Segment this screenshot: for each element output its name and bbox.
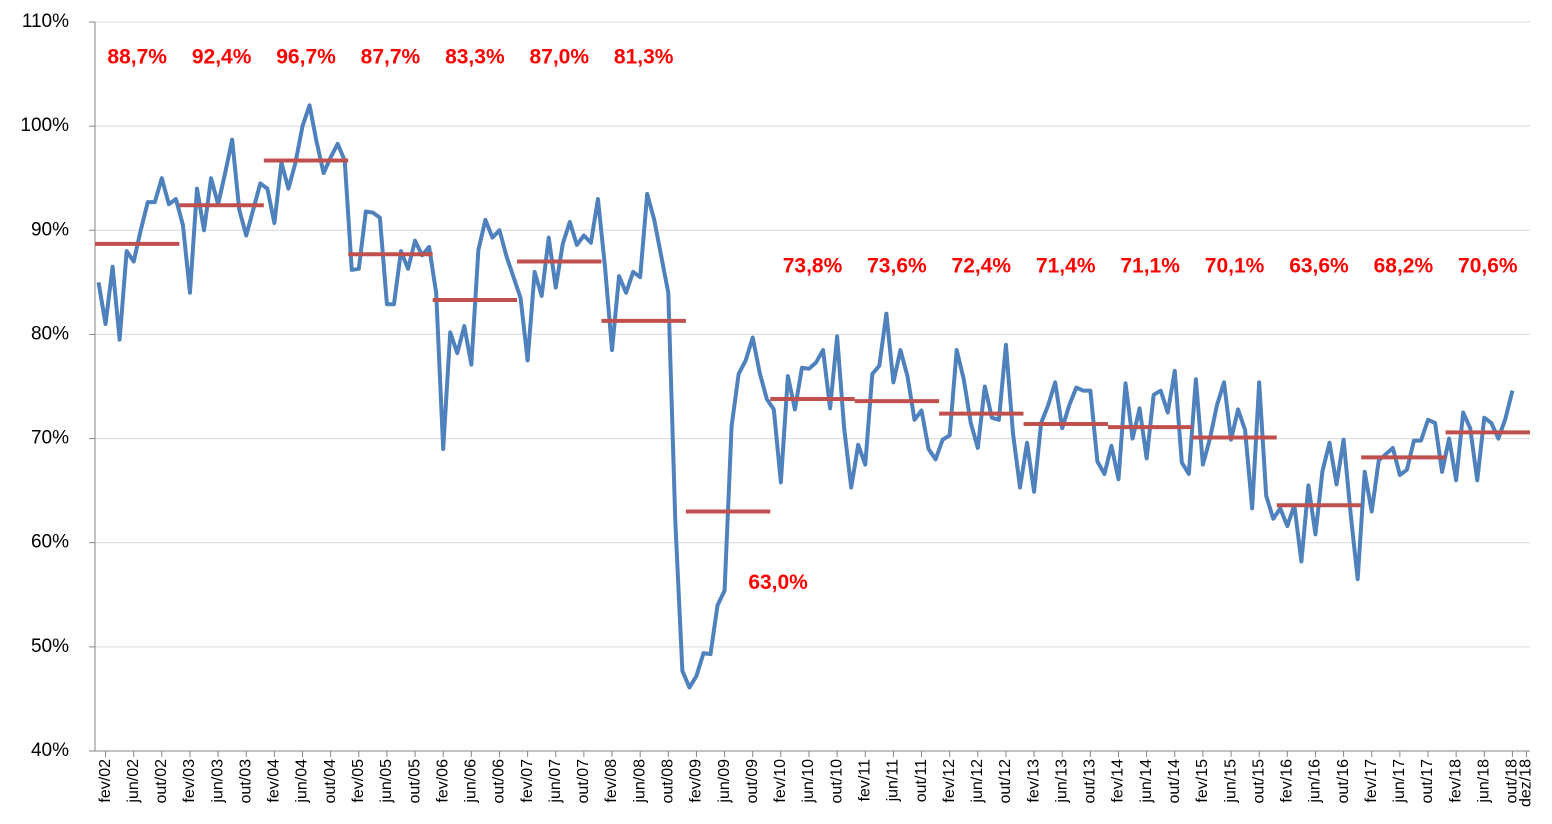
x-tick-label: out/07 <box>575 759 592 804</box>
x-tick-label: fev/07 <box>519 759 536 803</box>
x-tick-label: jun/05 <box>378 759 395 804</box>
x-tick-label: out/13 <box>1082 759 1099 804</box>
x-tick-label: fev/06 <box>434 759 451 803</box>
average-label: 71,1% <box>1120 255 1180 278</box>
x-tick-label: fev/16 <box>1279 759 1296 803</box>
x-tick-label: out/03 <box>237 759 254 804</box>
average-label: 63,6% <box>1289 255 1349 278</box>
x-tick-label: jun/13 <box>1053 759 1070 804</box>
x-tick-label: jun/14 <box>1138 759 1155 804</box>
average-label: 92,4% <box>192 46 252 69</box>
x-tick-label: jun/10 <box>800 759 817 804</box>
average-label: 70,1% <box>1205 255 1265 278</box>
x-tick-label: out/04 <box>322 759 339 804</box>
x-tick-label: fev/13 <box>1025 759 1042 803</box>
average-label: 68,2% <box>1374 255 1434 278</box>
x-tick-label: jun/17 <box>1391 759 1408 804</box>
y-tick-label: 50% <box>31 636 69 657</box>
x-tick-label: dez/18 <box>1518 759 1535 807</box>
average-label: 72,4% <box>952 255 1012 278</box>
y-tick-label: 100% <box>20 115 69 136</box>
average-label: 87,7% <box>361 46 421 69</box>
average-label: 81,3% <box>614 46 674 69</box>
x-tick-label: out/15 <box>1250 759 1267 804</box>
x-tick-label: fev/04 <box>266 759 283 803</box>
average-label: 83,3% <box>445 46 505 69</box>
x-tick-label: out/05 <box>406 759 423 804</box>
average-label: 87,0% <box>529 46 589 69</box>
x-tick-label: jun/04 <box>294 759 311 804</box>
x-tick-label: fev/17 <box>1363 759 1380 803</box>
x-tick-label: out/17 <box>1419 759 1436 804</box>
x-tick-label: fev/02 <box>97 759 114 803</box>
x-tick-label: out/18 <box>1504 759 1521 804</box>
x-tick-label: jun/02 <box>125 759 142 804</box>
x-tick-label: out/11 <box>913 759 930 802</box>
x-tick-label: out/08 <box>660 759 677 804</box>
x-tick-label: jun/09 <box>716 759 733 804</box>
x-tick-label: fev/09 <box>688 759 705 803</box>
average-label: 73,8% <box>783 255 843 278</box>
x-tick-label: out/14 <box>1166 759 1183 804</box>
x-tick-label: fev/18 <box>1447 759 1464 803</box>
x-tick-label: fev/03 <box>181 759 198 803</box>
x-tick-label: jun/06 <box>463 759 480 804</box>
x-tick-label: out/06 <box>491 759 508 804</box>
y-tick-label: 110% <box>22 11 69 32</box>
average-label: 73,6% <box>867 255 927 278</box>
x-tick-label: jun/11 <box>885 759 902 803</box>
y-tick-label: 90% <box>31 219 69 240</box>
average-label: 70,6% <box>1458 255 1518 278</box>
x-tick-label: fev/14 <box>1110 759 1127 803</box>
x-tick-label: fev/05 <box>350 759 367 803</box>
x-tick-label: fev/11 <box>856 759 873 802</box>
x-tick-label: jun/18 <box>1475 759 1492 804</box>
y-tick-label: 70% <box>31 428 69 449</box>
y-tick-label: 80% <box>31 323 69 344</box>
x-tick-label: jun/07 <box>547 759 564 804</box>
x-tick-label: fev/08 <box>603 759 620 803</box>
x-tick-label: jun/08 <box>631 759 648 804</box>
x-tick-label: jun/15 <box>1222 759 1239 804</box>
x-tick-label: fev/10 <box>772 759 789 803</box>
data-line <box>96 103 1515 690</box>
x-tick-label: jun/03 <box>209 759 226 804</box>
y-tick-label: 40% <box>31 740 69 761</box>
y-tick-label: 60% <box>31 532 69 553</box>
average-label: 88,7% <box>107 46 167 69</box>
x-tick-label: out/10 <box>828 759 845 804</box>
average-label: 96,7% <box>276 46 336 69</box>
x-tick-label: fev/15 <box>1194 759 1211 803</box>
x-tick-label: out/02 <box>153 759 170 804</box>
x-tick-label: jun/12 <box>969 759 986 804</box>
x-tick-label: out/16 <box>1335 759 1352 804</box>
x-tick-label: fev/12 <box>941 759 958 803</box>
x-tick-label: out/09 <box>744 759 761 804</box>
average-label: 71,4% <box>1036 255 1096 278</box>
x-tick-label: jun/16 <box>1307 759 1324 804</box>
x-tick-label: out/12 <box>997 759 1014 804</box>
average-label: 63,0% <box>748 571 808 594</box>
